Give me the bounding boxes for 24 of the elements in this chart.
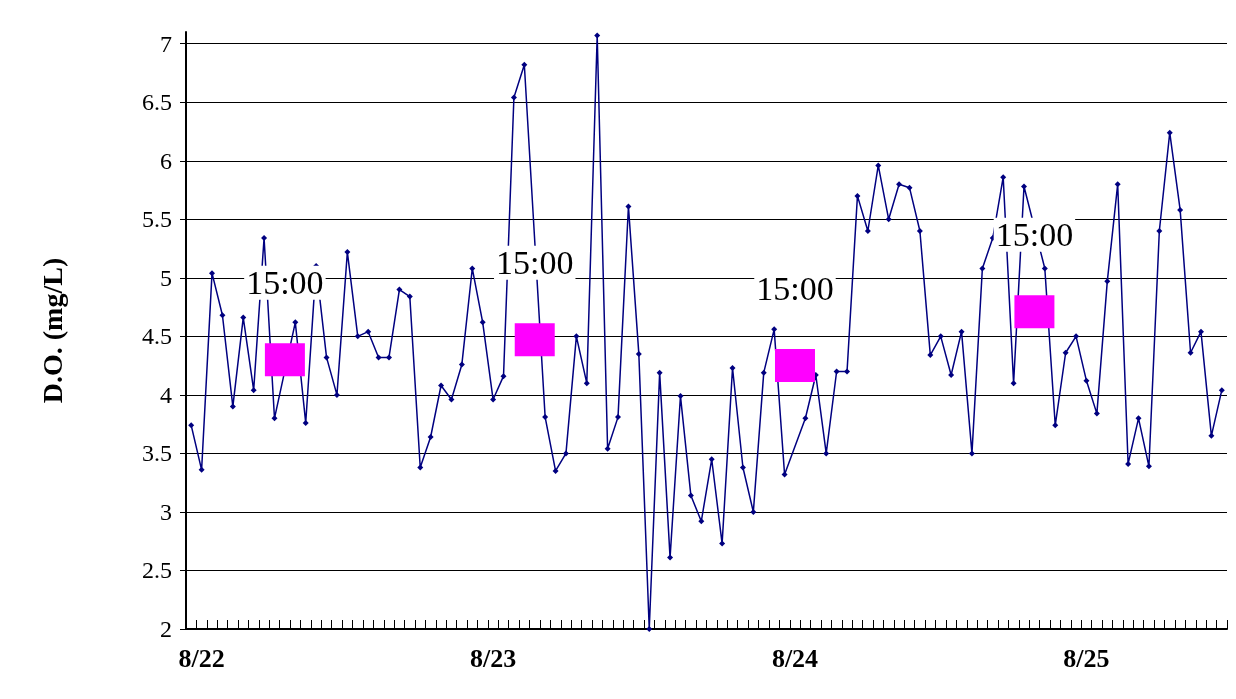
point xyxy=(514,323,555,357)
y-tick-label: 2.5 xyxy=(142,557,172,584)
x-tick-label: 8/23 xyxy=(469,643,517,673)
y-tick-label: 5 xyxy=(160,264,172,291)
annotation: 15:00 xyxy=(995,216,1074,254)
y-tick-label: 3 xyxy=(160,498,172,525)
y-tick-label: 5.5 xyxy=(142,206,172,233)
y-tick-label: 3.5 xyxy=(142,440,172,467)
y-tick-label: 6 xyxy=(160,147,172,174)
y-tick-label: 7 xyxy=(160,30,172,57)
annotation: 15:00 xyxy=(756,270,834,308)
point xyxy=(774,349,815,383)
annotation: 15:00 xyxy=(246,264,324,302)
y-axis-title: D.O. (mg/L) xyxy=(36,257,68,404)
x-tick-label: 8/22 xyxy=(178,643,225,673)
y-tick-label: 2 xyxy=(160,616,172,642)
y-tick-label: 4.5 xyxy=(142,323,172,350)
x-tick-label: 8/25 xyxy=(1063,643,1110,673)
point xyxy=(264,343,305,377)
annotation: 15:00 xyxy=(496,244,574,282)
x-tick-label: 8/24 xyxy=(771,643,819,673)
y-tick-label: 4 xyxy=(160,381,172,408)
point xyxy=(1014,295,1055,329)
y-tick-label: 6.5 xyxy=(142,89,172,116)
